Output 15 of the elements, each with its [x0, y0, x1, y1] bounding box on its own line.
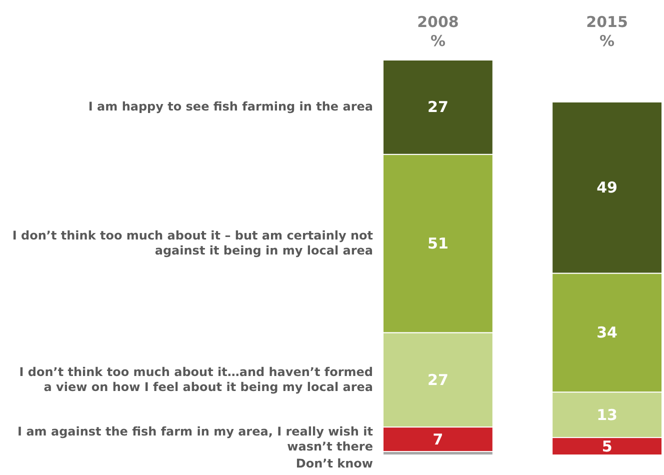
x-tick-label: 2015 %	[586, 13, 628, 50]
data-label: 27	[428, 370, 448, 389]
x-tick-label: 2008 %	[417, 13, 459, 50]
series-label: I don’t think too much about it…and haven’t formed a view on how I feel about it being my local area	[19, 364, 373, 394]
data-label: 51	[428, 234, 448, 253]
data-label: 49	[596, 178, 618, 197]
data-label: 13	[596, 406, 618, 424]
series-label: Don’t know	[296, 456, 373, 470]
data-label: 27	[428, 98, 448, 116]
data-label: 7	[432, 430, 444, 448]
series-label: I am against the fish farm in my area, I really wish it wasn’t there	[18, 424, 374, 454]
data-label: 5	[602, 437, 612, 456]
series-label: I don’t think too much about it – but am certainly not against it being in my local area	[12, 228, 374, 258]
data-label: 34	[596, 324, 618, 342]
series-label: I am happy to see fish farming in the area	[88, 100, 373, 114]
